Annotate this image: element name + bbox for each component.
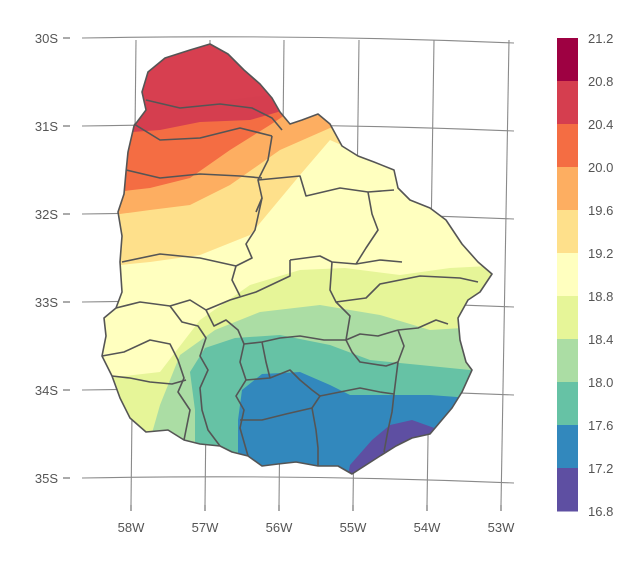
legend-tick-label: 20.8 xyxy=(588,74,613,89)
border-tacuarembo xyxy=(257,175,395,197)
x-tick-label: 54W xyxy=(414,520,441,535)
legend-swatch xyxy=(557,253,578,297)
border-durazno-north xyxy=(289,255,403,265)
border-cerro-largo xyxy=(355,191,379,265)
y-tick-label: 32S xyxy=(35,207,58,222)
x-tick-label: 57W xyxy=(192,520,219,535)
border-paysandu xyxy=(125,169,263,179)
legend-swatch xyxy=(557,124,578,168)
legend-swatch xyxy=(557,339,578,383)
legend-colorbar xyxy=(557,38,578,512)
border-treinta-y-tres xyxy=(329,261,479,303)
meridian-53w xyxy=(500,39,510,506)
legend-tick-label: 20.4 xyxy=(588,117,613,132)
legend-swatch xyxy=(557,81,578,125)
legend-swatch xyxy=(557,167,578,211)
border-flores xyxy=(169,305,221,447)
legend-swatch xyxy=(557,296,578,340)
border-rio-negro xyxy=(121,253,237,267)
department-borders xyxy=(101,43,493,475)
legend-swatch xyxy=(557,468,578,512)
border-salto xyxy=(133,123,273,141)
parallel-35s xyxy=(81,476,515,484)
y-tick-label: 35S xyxy=(35,471,58,486)
border-rocha xyxy=(393,329,405,395)
border-san-jose xyxy=(235,343,249,457)
x-tick-label: 56W xyxy=(266,520,293,535)
legend-tick-label: 17.2 xyxy=(588,461,613,476)
x-tick-label: 53W xyxy=(488,520,515,535)
border-colonia-south xyxy=(111,375,187,385)
legend-tick-label: 19.2 xyxy=(588,246,613,261)
legend-swatch xyxy=(557,382,578,426)
y-tick-label: 34S xyxy=(35,383,58,398)
y-tick-label: 30S xyxy=(35,31,58,46)
legend-tick-label: 18.0 xyxy=(588,375,613,390)
border-florida xyxy=(205,309,346,345)
parallel-30s xyxy=(81,36,515,44)
border-inner-south xyxy=(261,341,271,379)
legend-tick-label: 16.8 xyxy=(588,504,613,519)
legend-tick-label: 21.2 xyxy=(588,31,613,46)
border-lavalleja-north xyxy=(335,301,449,341)
x-tick-label: 55W xyxy=(340,520,367,535)
border-tacuarembo-south xyxy=(231,197,263,297)
legend-swatch xyxy=(557,425,578,469)
legend: 21.2 20.8 20.4 20.0 19.6 19.2 18.8 18.4 … xyxy=(557,31,613,519)
legend-tick-label: 17.6 xyxy=(588,418,613,433)
y-tick-label: 31S xyxy=(35,119,58,134)
legend-tick-label: 18.4 xyxy=(588,332,613,347)
legend-tick-label: 18.8 xyxy=(588,289,613,304)
border-canelones xyxy=(245,369,321,466)
legend-tick-label: 19.6 xyxy=(588,203,613,218)
legend-swatch xyxy=(557,210,578,254)
legend-tick-label: 20.0 xyxy=(588,160,613,175)
border-maldonado xyxy=(319,387,395,453)
legend-ticks: 21.2 20.8 20.4 20.0 19.6 19.2 18.8 18.4 … xyxy=(588,31,613,519)
x-tick-label: 58W xyxy=(118,520,145,535)
y-tick-label: 33S xyxy=(35,295,58,310)
border-artigas xyxy=(145,99,283,131)
border-canelones-west xyxy=(240,407,313,421)
y-axis: 30S 31S 32S 33S 34S 35S xyxy=(35,31,70,486)
legend-swatch xyxy=(557,38,578,82)
border-colonia xyxy=(101,339,191,441)
temperature-contours xyxy=(102,44,492,474)
x-axis: 58W 57W 56W 55W 54W 53W xyxy=(118,505,515,535)
border-lavalleja-east xyxy=(345,339,399,367)
